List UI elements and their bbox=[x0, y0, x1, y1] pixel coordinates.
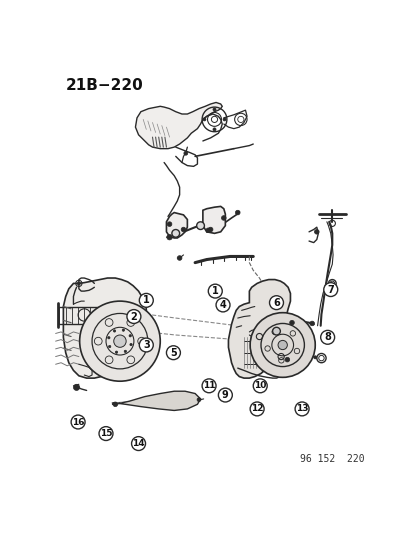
Circle shape bbox=[253, 379, 266, 393]
Circle shape bbox=[71, 415, 85, 429]
Circle shape bbox=[113, 330, 115, 332]
Text: 1: 1 bbox=[142, 295, 150, 305]
Circle shape bbox=[77, 282, 80, 285]
Circle shape bbox=[223, 118, 225, 121]
Circle shape bbox=[166, 235, 172, 240]
Circle shape bbox=[113, 402, 117, 407]
Circle shape bbox=[218, 388, 232, 402]
Circle shape bbox=[249, 313, 314, 377]
Circle shape bbox=[177, 256, 181, 260]
Circle shape bbox=[183, 151, 188, 155]
Text: 6: 6 bbox=[273, 297, 279, 308]
Circle shape bbox=[196, 222, 204, 230]
Circle shape bbox=[122, 329, 124, 332]
Circle shape bbox=[107, 337, 110, 339]
Circle shape bbox=[216, 298, 230, 312]
Text: 2: 2 bbox=[130, 311, 137, 321]
Circle shape bbox=[284, 357, 289, 362]
Text: 13: 13 bbox=[295, 405, 308, 414]
Text: 9: 9 bbox=[221, 390, 228, 400]
Circle shape bbox=[249, 402, 263, 416]
Text: 96 152  220: 96 152 220 bbox=[299, 454, 363, 464]
Circle shape bbox=[272, 327, 280, 335]
Circle shape bbox=[197, 398, 200, 401]
Circle shape bbox=[320, 330, 334, 344]
Polygon shape bbox=[135, 102, 222, 149]
Circle shape bbox=[127, 310, 140, 324]
Text: 14: 14 bbox=[132, 439, 145, 448]
Polygon shape bbox=[166, 213, 187, 238]
Circle shape bbox=[294, 402, 308, 416]
Circle shape bbox=[181, 227, 185, 232]
Circle shape bbox=[115, 351, 117, 353]
Circle shape bbox=[212, 108, 216, 111]
Circle shape bbox=[114, 335, 126, 348]
Circle shape bbox=[130, 343, 132, 346]
Circle shape bbox=[99, 426, 113, 440]
Polygon shape bbox=[228, 280, 290, 378]
Circle shape bbox=[313, 356, 316, 359]
Text: 11: 11 bbox=[202, 381, 215, 390]
Text: 10: 10 bbox=[254, 381, 266, 390]
Circle shape bbox=[289, 320, 294, 325]
Text: 5: 5 bbox=[170, 348, 176, 358]
Circle shape bbox=[167, 222, 171, 227]
Text: 7: 7 bbox=[327, 285, 333, 295]
Polygon shape bbox=[112, 391, 200, 410]
Circle shape bbox=[208, 227, 212, 232]
Circle shape bbox=[202, 379, 216, 393]
Circle shape bbox=[221, 216, 225, 220]
Circle shape bbox=[139, 338, 153, 352]
Circle shape bbox=[314, 230, 318, 234]
Circle shape bbox=[108, 345, 111, 348]
Circle shape bbox=[129, 335, 131, 337]
Circle shape bbox=[208, 284, 222, 298]
Circle shape bbox=[309, 321, 314, 326]
Circle shape bbox=[131, 437, 145, 450]
Text: 3: 3 bbox=[142, 340, 150, 350]
Text: 15: 15 bbox=[100, 429, 112, 438]
Text: 4: 4 bbox=[219, 300, 226, 310]
Text: 1: 1 bbox=[211, 286, 218, 296]
Circle shape bbox=[235, 210, 240, 215]
Polygon shape bbox=[63, 278, 146, 378]
Text: 21B−220: 21B−220 bbox=[66, 78, 143, 93]
Text: 8: 8 bbox=[323, 332, 330, 342]
Circle shape bbox=[269, 296, 283, 310]
Circle shape bbox=[139, 294, 153, 308]
Circle shape bbox=[278, 341, 287, 350]
Text: 16: 16 bbox=[72, 417, 84, 426]
Circle shape bbox=[323, 282, 337, 296]
Circle shape bbox=[73, 384, 79, 391]
Circle shape bbox=[79, 301, 160, 381]
Circle shape bbox=[202, 118, 206, 121]
Text: 12: 12 bbox=[250, 405, 263, 414]
Circle shape bbox=[166, 346, 180, 360]
Circle shape bbox=[124, 350, 126, 352]
Circle shape bbox=[171, 230, 179, 237]
Circle shape bbox=[206, 228, 210, 232]
Circle shape bbox=[212, 128, 216, 131]
Polygon shape bbox=[202, 206, 225, 233]
